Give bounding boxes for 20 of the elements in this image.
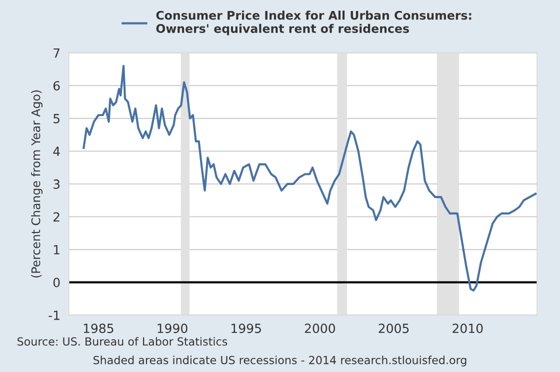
text: Shaded areas indicate US recessions - 2014 research.stlouisfed.org — [94, 356, 466, 366]
x-tick-label: 2010 — [452, 324, 483, 334]
line-series — [82, 64, 537, 292]
x-tick-label: 1985 — [84, 324, 114, 334]
x-tick-label: 2000 — [304, 324, 336, 334]
y-tick-label: 4 — [53, 146, 60, 156]
y-tick-label: 2 — [54, 212, 60, 222]
y-tick-label: 5 — [54, 114, 60, 124]
y-tick-label: 1 — [54, 245, 60, 254]
x-tick-label: 1990 — [158, 324, 188, 334]
legend-label: Consumer Price Index for All Urban Consumers: Owners' equivalent rent of residences — [156, 10, 472, 36]
x-tick-label: 1995 — [232, 324, 261, 334]
y-tick-label: -1 — [48, 310, 60, 320]
y-axis-title: (Percent Change from Year Ago) — [31, 90, 43, 278]
y-tick-label: 0 — [53, 278, 60, 288]
y-tick-label: 7 — [54, 48, 60, 58]
x-tick-label: 2005 — [378, 324, 409, 334]
y-tick-label: 6 — [53, 81, 60, 91]
y-tick-label: 3 — [54, 179, 60, 189]
source-note: Source: US. Bureau of Labor Statistics — [18, 337, 228, 346]
